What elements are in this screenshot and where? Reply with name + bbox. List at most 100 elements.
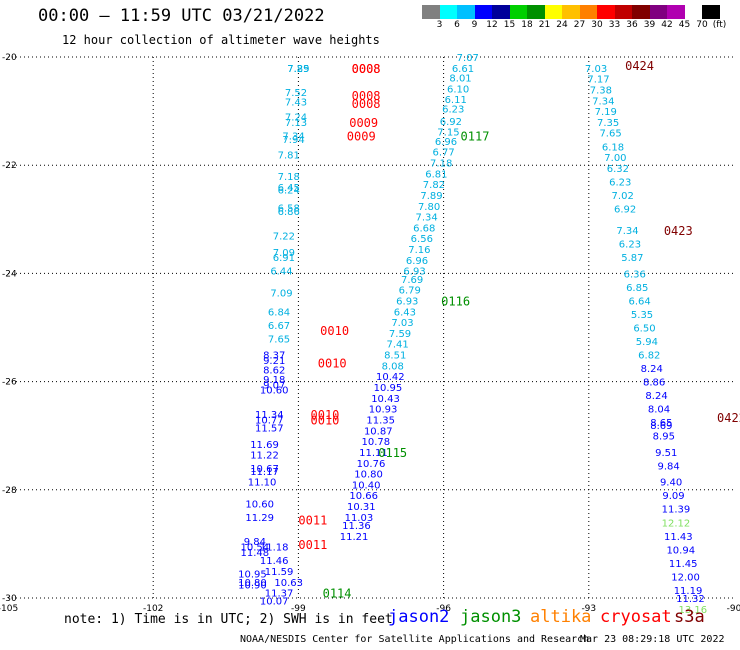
wave-height-value: 8.69 [650, 421, 672, 432]
wave-height-value: 8.95 [653, 432, 675, 443]
chart-title: 00:00 — 11:59 UTC 03/21/2022 [38, 6, 325, 26]
wave-height-value: 8.86 [643, 378, 665, 389]
pass-label: 0008 [352, 62, 381, 76]
y-tick-label: -24 [2, 269, 17, 279]
wave-height-value: 6.24 [278, 186, 300, 197]
wave-height-value: 6.91 [273, 253, 295, 264]
wave-height-value: 6.81 [425, 169, 447, 180]
y-tick-label: -26 [2, 378, 17, 388]
wave-height-value: 10.77 [255, 415, 284, 426]
pass-label: 0010 [320, 324, 349, 338]
wave-height-value: 7.34 [592, 96, 614, 107]
wave-height-value: 7.00 [604, 153, 626, 164]
wave-height-value: 11.35 [366, 415, 395, 426]
wave-height-value: 11.69 [250, 440, 279, 451]
color-scale-label: 39 [643, 20, 656, 30]
wave-height-value: 11.17 [250, 467, 279, 478]
wave-height-value: 5.35 [631, 310, 653, 321]
wave-height-value: 6.93 [396, 296, 418, 307]
wave-height-value: 10.78 [362, 437, 391, 448]
wave-height-value: 10.54 [241, 543, 270, 554]
wave-height-value: 7.34 [282, 131, 304, 142]
y-tick-label: -30 [2, 594, 17, 604]
wave-height-value: 11.37 [265, 589, 294, 600]
wave-height-value: 11.03 [345, 513, 374, 524]
wave-height-value: 9.18 [263, 375, 285, 386]
chart-subtitle: 12 hour collection of altimeter wave hei… [62, 33, 380, 47]
wave-height-value: 11.10 [248, 478, 277, 489]
wave-height-value: 7.18 [278, 172, 300, 183]
wave-height-value: 11.32 [676, 594, 705, 605]
wave-height-value: 7.80 [418, 202, 440, 213]
pass-label: 0115 [378, 446, 407, 460]
wave-height-value: 8.08 [382, 361, 404, 372]
wave-height-value: 6.82 [638, 351, 660, 362]
wave-height-value: 10.90 [238, 580, 267, 591]
wave-height-value: 11.43 [664, 532, 693, 543]
color-scale-label: 18 [521, 20, 533, 30]
wave-height-value: 7.24 [285, 113, 307, 124]
wave-height-value: 7.35 [597, 118, 619, 129]
pass-label: 0424 [625, 59, 654, 73]
x-tick-label: -90 [727, 604, 740, 614]
wave-height-value: 9.51 [655, 448, 677, 459]
color-scale-cell [702, 5, 720, 19]
wave-height-value: 9.09 [662, 491, 684, 502]
wave-height-value: 11.48 [241, 548, 270, 559]
wave-height-value: 10.94 [666, 545, 695, 556]
color-scale-cell [632, 5, 650, 19]
wave-height-value: 8.62 [263, 366, 285, 377]
wave-height-value: 6.96 [406, 256, 428, 267]
wave-height-value: 10.80 [238, 578, 267, 589]
pass-label: 0114 [323, 587, 352, 601]
footer-note: note: 1) Time is in UTC; 2) SWH is in fe… [64, 612, 393, 627]
wave-height-value: 11.36 [342, 521, 371, 532]
wave-height-value: 6.18 [602, 142, 624, 153]
pass-label: 0010 [318, 357, 347, 371]
wave-height-value: 7.34 [616, 226, 638, 237]
color-scale-label: 24 [556, 20, 568, 30]
wave-height-value: 6.32 [607, 164, 629, 175]
color-scale-label: 15 [503, 20, 516, 30]
color-scale-label: 33 [608, 20, 621, 30]
pass-label: 0010 [311, 413, 340, 427]
wave-height-value: 5.87 [621, 253, 643, 264]
color-scale-label: (ft) [712, 20, 727, 30]
color-scale-cell [544, 5, 562, 19]
color-scale-cell [614, 5, 632, 19]
color-scale-label: 27 [573, 20, 586, 30]
mission-cryosat: cryosat [600, 607, 672, 627]
color-scale-cell [457, 5, 475, 19]
wave-height-value: 9.21 [263, 356, 285, 367]
wave-height-value: 10.67 [250, 464, 279, 475]
wave-height-value: 8.51 [384, 351, 406, 362]
wave-height-value: 11.39 [662, 505, 691, 516]
wave-height-value: 6.50 [633, 324, 655, 335]
wave-height-value: 10.60 [260, 386, 289, 397]
color-scale-cell [509, 5, 527, 19]
wave-height-value: 7.81 [278, 150, 300, 161]
wave-height-value: 11.11 [359, 448, 388, 459]
wave-height-value: 8.24 [641, 364, 663, 375]
color-scale-cell [527, 5, 545, 19]
wave-height-value: 6.10 [447, 84, 469, 95]
wave-height-value: 7.89 [287, 64, 309, 75]
wave-height-value: 6.45 [278, 183, 300, 194]
color-scale-bar [422, 5, 720, 19]
wave-height-value: 6.79 [399, 286, 421, 297]
wave-height-value: 11.21 [340, 532, 369, 543]
color-scale-label: 12 [486, 20, 498, 30]
wave-height-value: 10.63 [274, 578, 303, 589]
color-scale-cell [579, 5, 597, 19]
pass-label: 0008 [352, 62, 381, 76]
wave-height-value: 7.09 [270, 288, 292, 299]
wave-height-value: 7.17 [587, 75, 609, 86]
pass-label: 0009 [347, 129, 376, 143]
pass-label: 0010 [311, 408, 340, 422]
wave-height-value: 10.87 [364, 426, 393, 437]
wave-height-value: 6.56 [411, 234, 433, 245]
wave-height-value: 7.69 [401, 275, 423, 286]
wave-height-value: 11.57 [255, 424, 284, 435]
wave-height-value: 8.01 [449, 74, 471, 85]
wave-height-value: 11.34 [255, 410, 284, 421]
